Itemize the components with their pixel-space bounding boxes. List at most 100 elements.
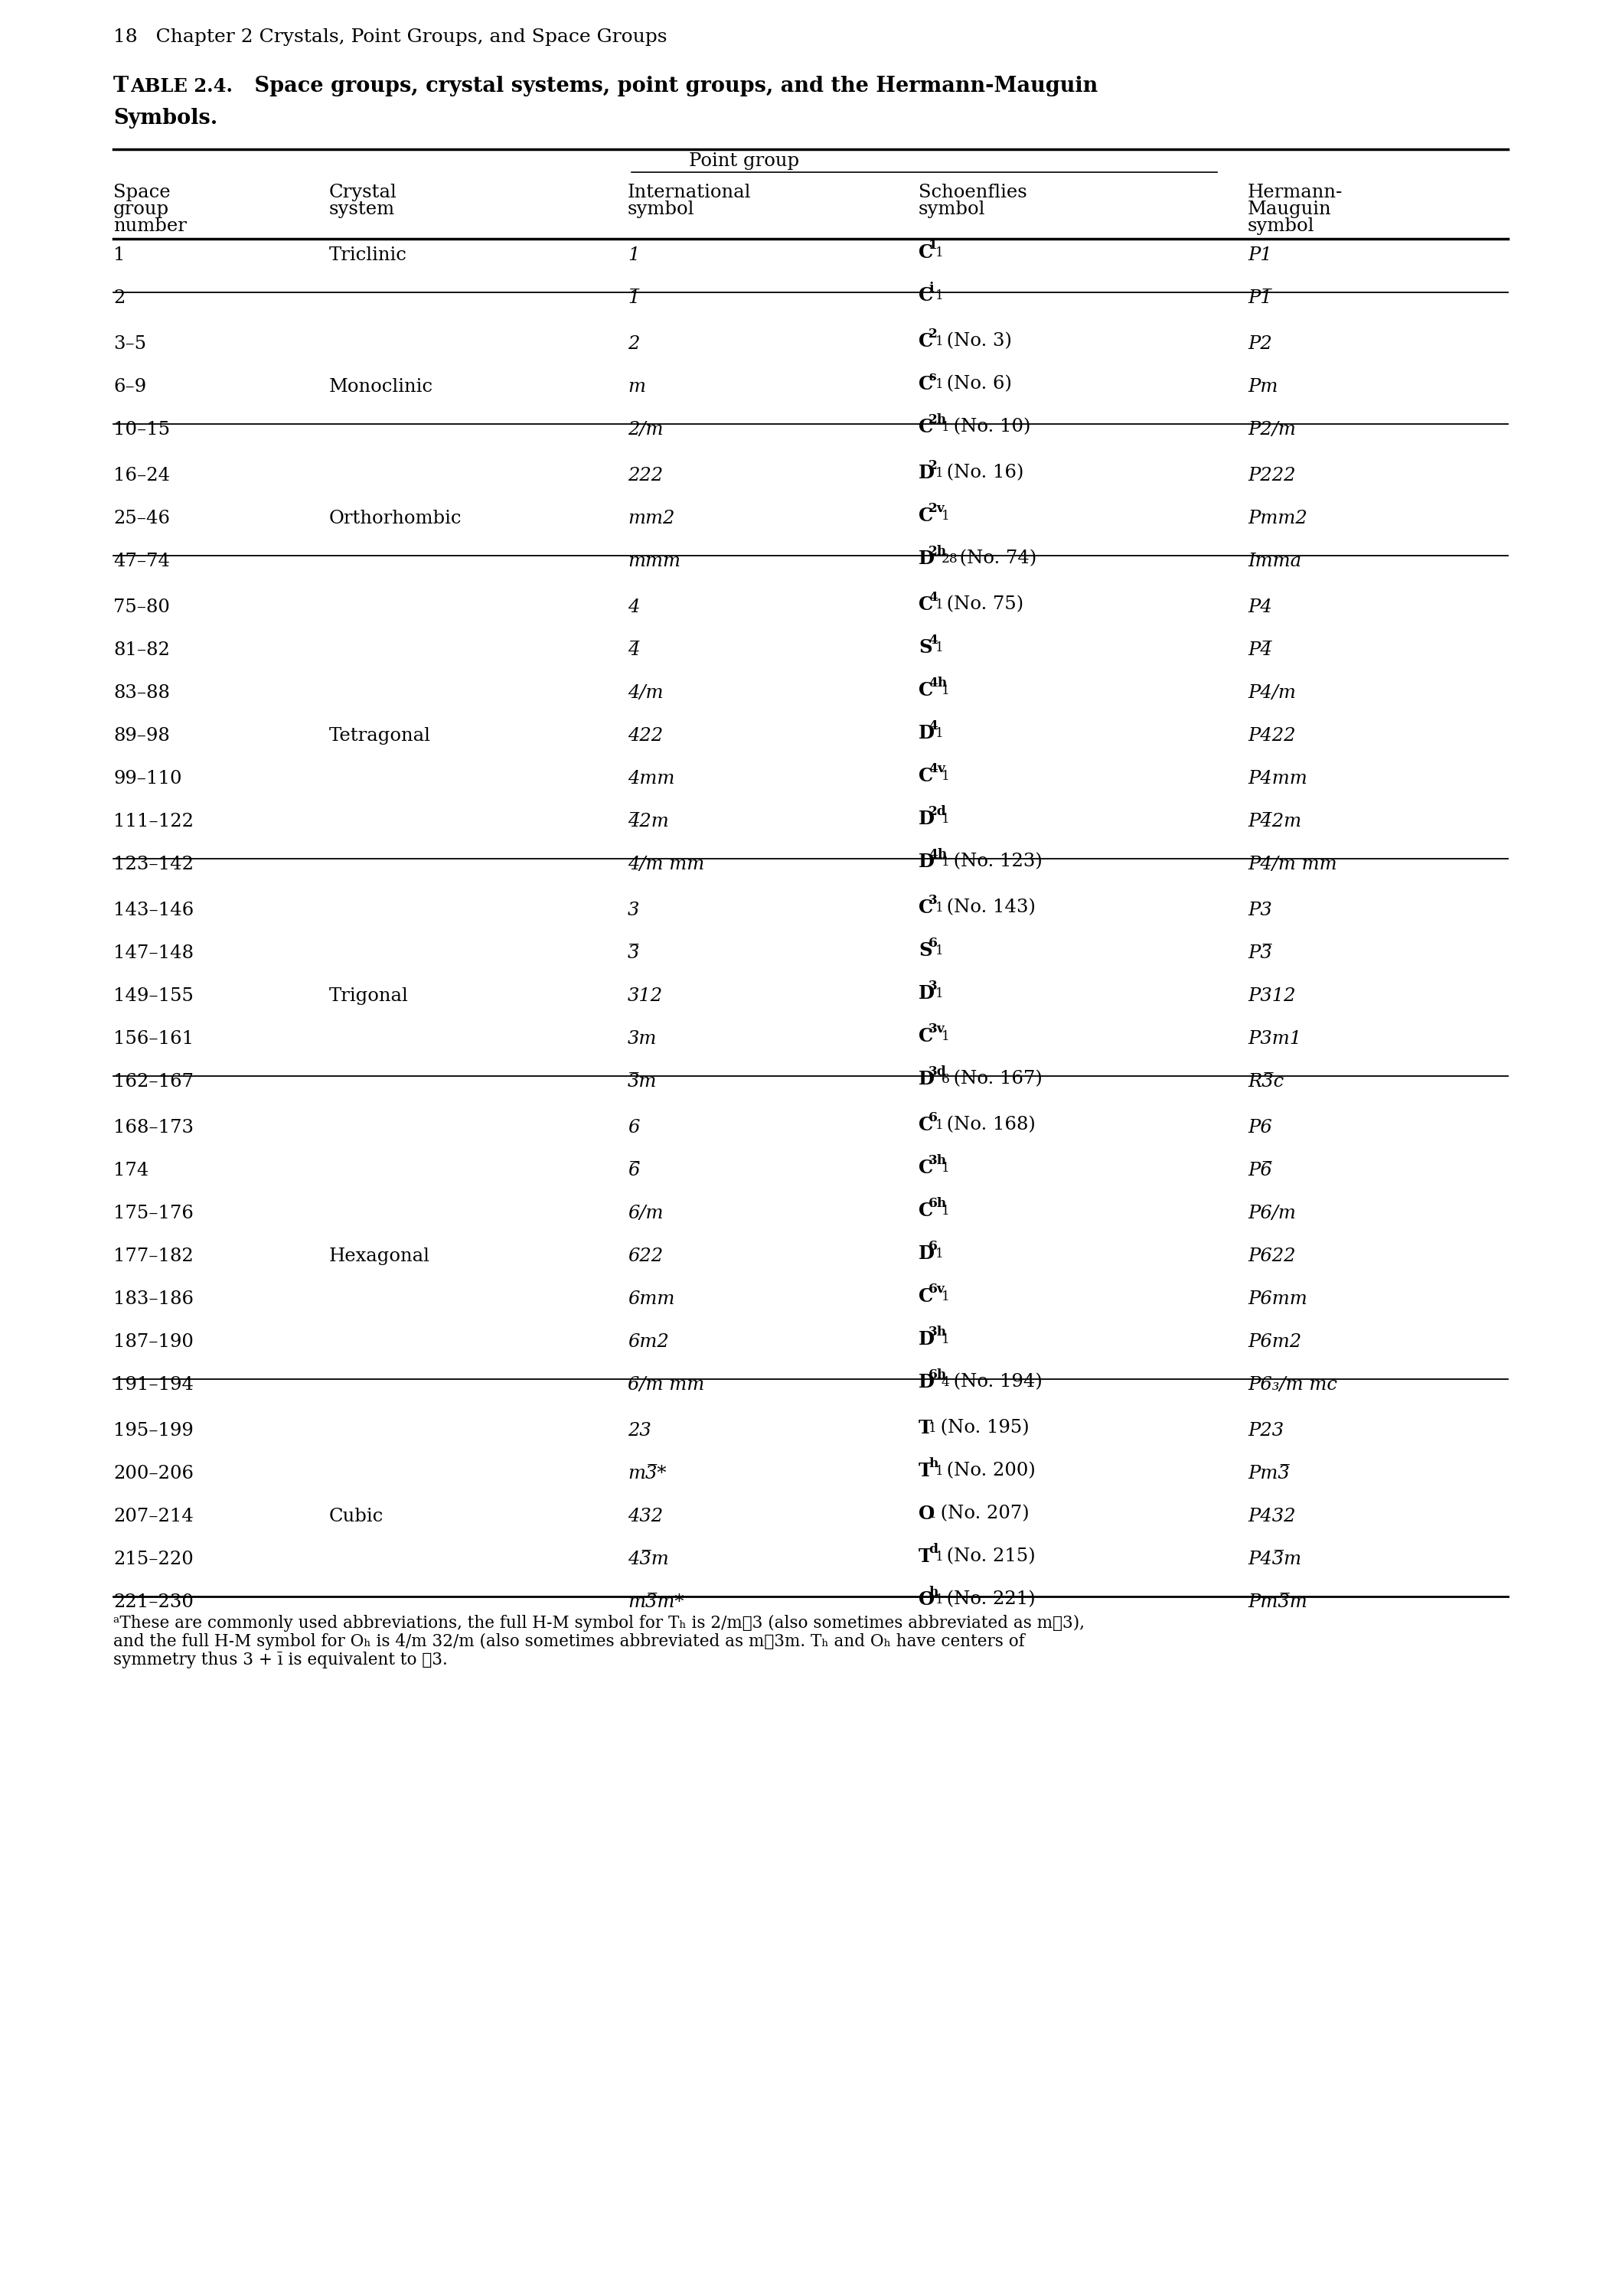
Text: 3m: 3m — [628, 1031, 656, 1047]
Text: Crystal: Crystal — [330, 184, 397, 202]
Text: 187–190: 187–190 — [113, 1334, 193, 1350]
Text: 1: 1 — [628, 246, 639, 264]
Text: 183–186: 183–186 — [113, 1290, 193, 1309]
Text: P4/m mm: P4/m mm — [1247, 856, 1337, 872]
Text: 195–199: 195–199 — [113, 1421, 193, 1440]
Text: (No. 10): (No. 10) — [948, 418, 1030, 436]
Text: C: C — [919, 333, 933, 351]
Text: P6m2: P6m2 — [1247, 1334, 1302, 1350]
Text: 2: 2 — [628, 335, 639, 354]
Text: P23: P23 — [1247, 1421, 1284, 1440]
Text: Symbols.: Symbols. — [113, 108, 217, 129]
Text: 1: 1 — [935, 246, 943, 259]
Text: P312: P312 — [1247, 987, 1295, 1006]
Text: 3: 3 — [928, 893, 938, 907]
Text: 4̅: 4̅ — [628, 641, 639, 659]
Text: 2/m: 2/m — [628, 420, 663, 439]
Text: 4h: 4h — [928, 847, 948, 861]
Text: 175–176: 175–176 — [113, 1205, 193, 1221]
Text: D: D — [919, 985, 935, 1003]
Text: C: C — [919, 1288, 933, 1306]
Text: P4mm: P4mm — [1247, 769, 1307, 788]
Text: 2: 2 — [928, 459, 938, 473]
Text: symbol: symbol — [628, 200, 695, 218]
Text: D: D — [919, 852, 935, 870]
Text: 3̅m: 3̅m — [628, 1072, 656, 1091]
Text: 1: 1 — [941, 510, 949, 523]
Text: C: C — [919, 767, 933, 785]
Text: (No. 6): (No. 6) — [941, 374, 1012, 393]
Text: 1: 1 — [935, 289, 943, 303]
Text: 111–122: 111–122 — [113, 813, 193, 831]
Text: 2h: 2h — [928, 544, 948, 558]
Text: 1: 1 — [935, 1550, 943, 1564]
Text: C: C — [919, 682, 933, 700]
Text: 1: 1 — [941, 813, 949, 827]
Text: 1: 1 — [935, 1593, 943, 1607]
Text: m3̅m*: m3̅m* — [628, 1593, 684, 1612]
Text: D: D — [919, 810, 935, 829]
Text: 6/m mm: 6/m mm — [628, 1375, 705, 1394]
Text: 6m2: 6m2 — [628, 1334, 669, 1350]
Text: 4: 4 — [928, 719, 938, 732]
Text: P4̅: P4̅ — [1247, 641, 1273, 659]
Text: Pm3̅m: Pm3̅m — [1247, 1593, 1307, 1612]
Text: 1: 1 — [941, 684, 949, 698]
Text: C: C — [919, 374, 933, 393]
Text: Space groups, crystal systems, point groups, and the Hermann-Mauguin: Space groups, crystal systems, point gro… — [248, 76, 1097, 96]
Text: 83–88: 83–88 — [113, 684, 171, 703]
Text: Orthorhombic: Orthorhombic — [330, 510, 462, 528]
Text: 1: 1 — [935, 944, 943, 957]
Text: P4: P4 — [1247, 599, 1273, 615]
Text: P4/m: P4/m — [1247, 684, 1295, 703]
Text: 1: 1 — [935, 902, 943, 914]
Text: T: T — [919, 1419, 932, 1437]
Text: 28: 28 — [941, 553, 957, 565]
Text: 2v: 2v — [928, 503, 944, 514]
Text: 4: 4 — [628, 599, 639, 615]
Text: Point group: Point group — [689, 152, 800, 170]
Text: and the full H-M symbol for Oₕ is 4/m 32/m (also sometimes abbreviated as mͅ3m. : and the full H-M symbol for Oₕ is 4/m 32… — [113, 1632, 1025, 1651]
Text: 6: 6 — [928, 1111, 938, 1125]
Text: 6h: 6h — [928, 1196, 948, 1210]
Text: P6₃/m mc: P6₃/m mc — [1247, 1375, 1337, 1394]
Text: 432: 432 — [628, 1508, 663, 1525]
Text: 1: 1 — [941, 1290, 949, 1304]
Text: Tetragonal: Tetragonal — [330, 728, 431, 744]
Text: 99–110: 99–110 — [113, 769, 182, 788]
Text: 1: 1 — [935, 335, 943, 349]
Text: O: O — [919, 1591, 935, 1609]
Text: 1: 1 — [928, 239, 938, 253]
Text: C: C — [919, 595, 933, 613]
Text: 222: 222 — [628, 466, 663, 484]
Text: 1: 1 — [935, 1465, 943, 1479]
Text: 18   Chapter 2 Crystals, Point Groups, and Space Groups: 18 Chapter 2 Crystals, Point Groups, and… — [113, 28, 668, 46]
Text: Hexagonal: Hexagonal — [330, 1247, 430, 1265]
Text: P6̅: P6̅ — [1247, 1162, 1273, 1180]
Text: P2/m: P2/m — [1247, 420, 1295, 439]
Text: 2: 2 — [928, 328, 938, 340]
Text: 174: 174 — [113, 1162, 148, 1180]
Text: D: D — [919, 723, 935, 742]
Text: symbol: symbol — [1247, 218, 1315, 234]
Text: mm2: mm2 — [628, 510, 674, 528]
Text: D: D — [919, 1329, 935, 1348]
Text: P6mm: P6mm — [1247, 1290, 1307, 1309]
Text: 149–155: 149–155 — [113, 987, 193, 1006]
Text: T: T — [113, 76, 129, 96]
Text: Imma: Imma — [1247, 553, 1302, 569]
Text: 221–230: 221–230 — [113, 1593, 193, 1612]
Text: (No. 123): (No. 123) — [948, 852, 1043, 870]
Text: (No. 195): (No. 195) — [935, 1419, 1030, 1437]
Text: 4̅2m: 4̅2m — [628, 813, 669, 831]
Text: 1: 1 — [941, 1334, 949, 1345]
Text: Mauguin: Mauguin — [1247, 200, 1332, 218]
Text: 2d: 2d — [928, 806, 946, 817]
Text: s: s — [928, 370, 936, 383]
Text: P3: P3 — [1247, 902, 1273, 918]
Text: 6mm: 6mm — [628, 1290, 674, 1309]
Text: (No. 3): (No. 3) — [941, 333, 1012, 349]
Text: Monoclinic: Monoclinic — [330, 379, 433, 395]
Text: 10–15: 10–15 — [113, 420, 171, 439]
Text: S: S — [919, 638, 932, 657]
